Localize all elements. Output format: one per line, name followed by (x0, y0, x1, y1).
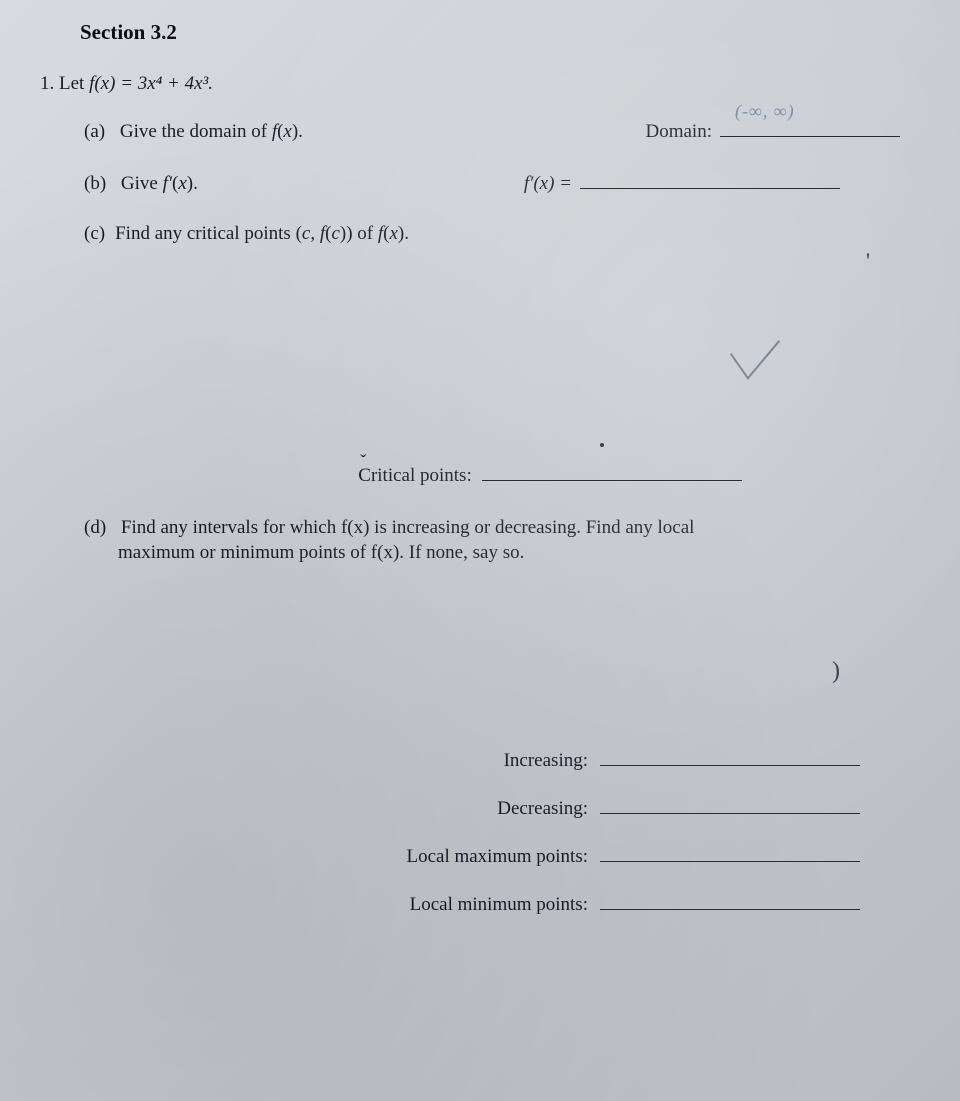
stray-paren-mark: ) (832, 658, 840, 685)
increasing-label: Increasing: (504, 750, 588, 772)
local-min-label: Local minimum points: (410, 894, 588, 916)
part-c-text: Find any critical points (c, f(c)) of f(… (115, 223, 900, 245)
part-a: (a) Give the domain of f(x). Domain: (-∞… (84, 119, 900, 143)
stray-dot (600, 443, 604, 447)
local-max-answer-line[interactable] (600, 844, 860, 862)
part-d-text-line2: maximum or minimum points of f(x). If no… (118, 539, 900, 568)
part-b-text: Give f′(x). (121, 173, 198, 194)
part-b-label: (b) (84, 173, 106, 194)
part-d-label: (d) (84, 517, 106, 538)
stray-mark-apostrophe: ' (866, 248, 870, 274)
part-b: (b) Give f′(x). f′(x) = (84, 171, 900, 195)
domain-label: Domain: (646, 121, 713, 143)
decreasing-label: Decreasing: (497, 798, 588, 820)
part-a-label: (a) (84, 121, 105, 142)
decreasing-answer-line[interactable] (600, 796, 860, 814)
fprime-answer-line[interactable] (580, 171, 840, 189)
increasing-row: Increasing: (360, 748, 900, 772)
domain-answer-line[interactable]: (-∞, ∞) (720, 119, 900, 137)
fprime-label: f′(x) = (524, 173, 572, 195)
part-d-answers: Increasing: Decreasing: Local maximum po… (360, 748, 900, 916)
domain-handwritten-answer: (-∞, ∞) (735, 101, 795, 122)
critical-points-answer-line[interactable] (482, 463, 742, 481)
critical-points-row: Critical points: (80, 463, 900, 487)
part-c: (c) Find any critical points (c, f(c)) o… (84, 223, 900, 245)
decreasing-row: Decreasing: (360, 796, 900, 820)
section-heading: Section 3.2 (80, 20, 900, 45)
problem-math: f(x) = 3x⁴ + 4x³. (89, 73, 213, 94)
part-d-text-line1: Find any intervals for which f(x) is inc… (121, 517, 695, 538)
part-d-workspace: ) (80, 588, 900, 748)
problem-prefix: Let (59, 73, 89, 94)
part-c-label: (c) (84, 223, 105, 245)
handwritten-check-icon (730, 316, 780, 380)
part-d: (d) Find any intervals for which f(x) is… (84, 517, 900, 568)
critical-points-label: Critical points: (358, 465, 471, 487)
local-min-row: Local minimum points: (360, 892, 900, 916)
problem-statement: 1. Let f(x) = 3x⁴ + 4x³. (40, 73, 900, 95)
increasing-answer-line[interactable] (600, 748, 860, 766)
part-a-text: Give the domain of f(x). (120, 121, 303, 142)
problem-number: 1. (40, 73, 54, 94)
part-c-workspace: ' (80, 253, 900, 453)
local-max-label: Local maximum points: (406, 846, 588, 868)
local-min-answer-line[interactable] (600, 892, 860, 910)
local-max-row: Local maximum points: (360, 844, 900, 868)
